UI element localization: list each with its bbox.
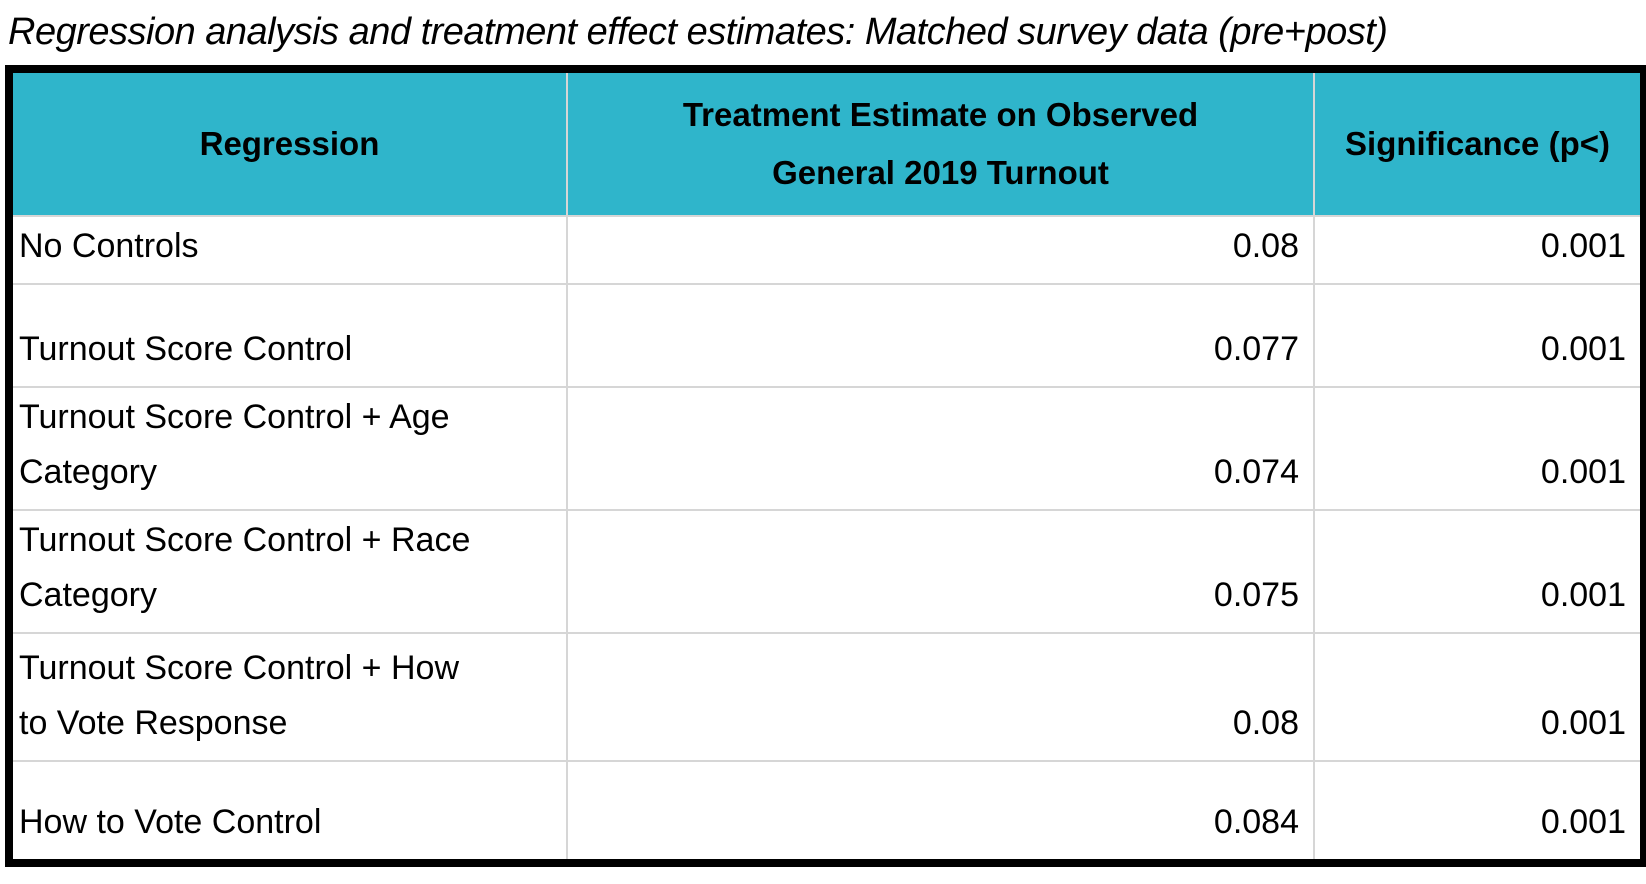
table-row: Turnout Score Control + Race Category 0.0… <box>8 508 1645 634</box>
table-row: Turnout Score Control 0.077 0.001 <box>8 282 1645 388</box>
estimate-cell: 0.08 <box>566 631 1315 762</box>
table-row: Turnout Score Control + How to Vote Resp… <box>8 631 1645 762</box>
header-row: Regression Treatment Estimate on Observe… <box>8 67 1645 217</box>
significance-cell: 0.001 <box>1313 214 1645 285</box>
significance-cell: 0.001 <box>1313 759 1645 864</box>
table-row: Turnout Score Control + Age Category 0.07… <box>8 385 1645 511</box>
estimate-cell: 0.075 <box>566 508 1315 634</box>
regression-cell: Turnout Score Control + Race Category <box>8 508 568 634</box>
significance-cell: 0.001 <box>1313 282 1645 388</box>
table-title: Regression analysis and treatment effect… <box>8 11 1388 53</box>
regression-cell: How to Vote Control <box>8 759 568 864</box>
significance-cell: 0.001 <box>1313 631 1645 762</box>
estimate-cell: 0.077 <box>566 282 1315 388</box>
estimate-cell: 0.074 <box>566 385 1315 511</box>
table-body: No Controls 0.08 0.001 Turnout Score Contro… <box>8 214 1645 864</box>
regression-cell: No Controls <box>8 214 568 285</box>
table-row: No Controls 0.08 0.001 <box>8 214 1645 285</box>
page: Regression analysis and treatment effect… <box>0 10 1646 884</box>
col-header-significance: Significance (p<) <box>1313 67 1645 217</box>
estimate-cell: 0.08 <box>566 214 1315 285</box>
col-header-treatment-estimate: Treatment Estimate on Observed General 2… <box>566 67 1315 217</box>
regression-cell: Turnout Score Control + Age Category <box>8 385 568 511</box>
regression-cell: Turnout Score Control <box>8 282 568 388</box>
regression-cell: Turnout Score Control + How to Vote Resp… <box>8 631 568 762</box>
regression-table: Regression Treatment Estimate on Observe… <box>5 64 1646 867</box>
estimate-cell: 0.084 <box>566 759 1315 864</box>
significance-cell: 0.001 <box>1313 508 1645 634</box>
table-row: How to Vote Control 0.084 0.001 <box>8 759 1645 864</box>
col-header-regression: Regression <box>8 67 568 217</box>
significance-cell: 0.001 <box>1313 385 1645 511</box>
